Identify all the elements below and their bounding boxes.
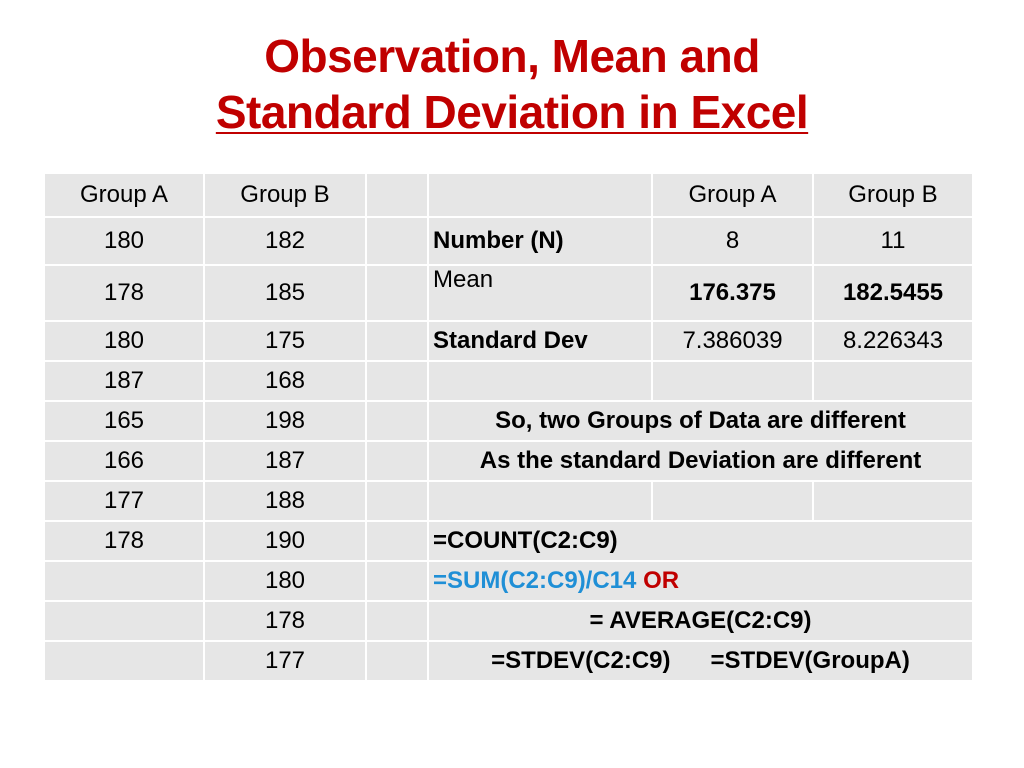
empty-cell[interactable]: [365, 400, 429, 442]
stdev-formula-cell[interactable]: =STDEV(C2:C9) =STDEV(GroupA): [427, 640, 974, 682]
empty-cell[interactable]: [365, 172, 429, 218]
empty-cell[interactable]: [365, 320, 429, 362]
spreadsheet-table: Group A Group B Group A Group B 180 182 …: [43, 172, 974, 682]
or-text: OR: [643, 567, 680, 594]
group-b-cell[interactable]: 190: [203, 520, 367, 562]
slide-title: Observation, Mean and Standard Deviation…: [0, 28, 1024, 140]
empty-cell[interactable]: [427, 360, 653, 402]
title-line-1: Observation, Mean and: [264, 30, 760, 82]
empty-cell[interactable]: [365, 520, 429, 562]
number-label[interactable]: Number (N): [427, 216, 653, 266]
group-b-cell[interactable]: 180: [203, 560, 367, 602]
group-a-cell[interactable]: [43, 600, 205, 642]
count-group-b[interactable]: 11: [812, 216, 974, 266]
empty-cell[interactable]: [651, 480, 814, 522]
empty-cell[interactable]: [365, 440, 429, 482]
group-b-cell[interactable]: 177: [203, 640, 367, 682]
empty-cell[interactable]: [365, 480, 429, 522]
stdev-group-b[interactable]: 8.226343: [812, 320, 974, 362]
group-b-cell[interactable]: 178: [203, 600, 367, 642]
average-formula[interactable]: = AVERAGE(C2:C9): [427, 600, 974, 642]
group-a-cell[interactable]: 166: [43, 440, 205, 482]
empty-cell[interactable]: [365, 360, 429, 402]
empty-cell[interactable]: [427, 172, 653, 218]
empty-cell[interactable]: [812, 480, 974, 522]
stdev-group-a[interactable]: 7.386039: [651, 320, 814, 362]
mean-formula-cell[interactable]: =SUM(C2:C9)/C14 OR: [427, 560, 974, 602]
table-row: 180 175 Standard Dev 7.386039 8.226343: [43, 320, 974, 362]
group-a-cell[interactable]: [43, 640, 205, 682]
conclusion-line-1[interactable]: So, two Groups of Data are different: [427, 400, 974, 442]
stats-header-group-a[interactable]: Group A: [651, 172, 814, 218]
group-a-cell[interactable]: [43, 560, 205, 602]
table-row: 166 187 As the standard Deviation are di…: [43, 440, 974, 482]
group-a-cell[interactable]: 165: [43, 400, 205, 442]
group-a-cell[interactable]: 178: [43, 264, 205, 322]
table-row: 178 = AVERAGE(C2:C9): [43, 600, 974, 642]
title-line-2: Standard Deviation in Excel: [215, 86, 809, 138]
table-row: 178 185 Mean 176.375 182.5455: [43, 264, 974, 322]
header-group-a[interactable]: Group A: [43, 172, 205, 218]
stdev-range-formula: =STDEV(C2:C9): [491, 647, 671, 674]
conclusion-line-2[interactable]: As the standard Deviation are different: [427, 440, 974, 482]
mean-group-a[interactable]: 176.375: [651, 264, 814, 322]
group-b-cell[interactable]: 168: [203, 360, 367, 402]
table-row: 177 188: [43, 480, 974, 522]
empty-cell[interactable]: [365, 560, 429, 602]
count-group-a[interactable]: 8: [651, 216, 814, 266]
empty-cell[interactable]: [812, 360, 974, 402]
group-a-cell[interactable]: 187: [43, 360, 205, 402]
table-row: 187 168: [43, 360, 974, 402]
stdev-name-formula: =STDEV(GroupA): [710, 647, 910, 674]
stdev-label[interactable]: Standard Dev: [427, 320, 653, 362]
table-row: 180 =SUM(C2:C9)/C14 OR: [43, 560, 974, 602]
group-a-cell[interactable]: 178: [43, 520, 205, 562]
header-group-b[interactable]: Group B: [203, 172, 367, 218]
group-b-cell[interactable]: 187: [203, 440, 367, 482]
table-row: 177 =STDEV(C2:C9) =STDEV(GroupA): [43, 640, 974, 682]
mean-group-b[interactable]: 182.5455: [812, 264, 974, 322]
group-b-cell[interactable]: 182: [203, 216, 367, 266]
empty-cell[interactable]: [427, 480, 653, 522]
empty-cell[interactable]: [365, 216, 429, 266]
group-b-cell[interactable]: 198: [203, 400, 367, 442]
group-a-cell[interactable]: 177: [43, 480, 205, 522]
table-row: 178 190 =COUNT(C2:C9): [43, 520, 974, 562]
mean-label[interactable]: Mean: [427, 264, 653, 322]
sum-formula: =SUM(C2:C9)/C14: [433, 567, 637, 594]
count-formula[interactable]: =COUNT(C2:C9): [427, 520, 974, 562]
table-row: Group A Group B Group A Group B: [43, 172, 974, 218]
empty-cell[interactable]: [365, 264, 429, 322]
stats-header-group-b[interactable]: Group B: [812, 172, 974, 218]
table-row: 180 182 Number (N) 8 11: [43, 216, 974, 266]
group-a-cell[interactable]: 180: [43, 216, 205, 266]
empty-cell[interactable]: [365, 600, 429, 642]
empty-cell[interactable]: [365, 640, 429, 682]
group-a-cell[interactable]: 180: [43, 320, 205, 362]
group-b-cell[interactable]: 188: [203, 480, 367, 522]
group-b-cell[interactable]: 175: [203, 320, 367, 362]
table-row: 165 198 So, two Groups of Data are diffe…: [43, 400, 974, 442]
group-b-cell[interactable]: 185: [203, 264, 367, 322]
empty-cell[interactable]: [651, 360, 814, 402]
